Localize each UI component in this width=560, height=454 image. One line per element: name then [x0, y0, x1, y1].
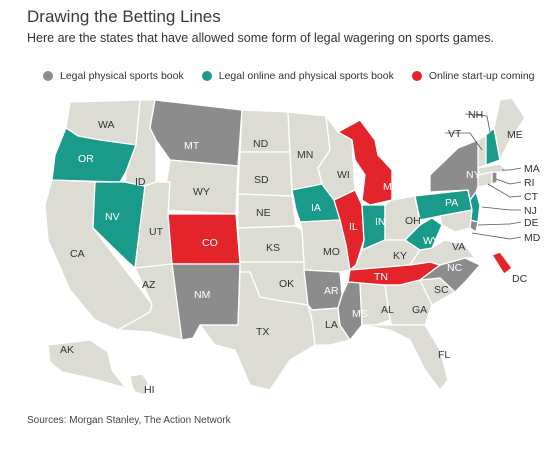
state-label-wa: WA: [98, 119, 115, 131]
state-label-al: AL: [381, 304, 394, 316]
state-label-wv: WV: [423, 235, 440, 247]
leader-line-nh: [464, 113, 491, 133]
state-label-tx: TX: [256, 326, 269, 338]
state-label-co: CO: [202, 237, 218, 249]
state-label-ia: IA: [311, 202, 321, 214]
state-label-oh: OH: [405, 215, 421, 227]
legend-item-online: Legal online and physical sports book: [201, 70, 394, 82]
state-tx: [199, 271, 316, 391]
state-label-nc: NC: [447, 262, 463, 274]
state-me: [493, 97, 526, 161]
state-label-md: MD: [524, 232, 541, 244]
leader-line-md: [471, 232, 522, 240]
state-label-ky: KY: [393, 250, 407, 262]
leader-line-ma: [502, 167, 522, 171]
state-label-de: DE: [524, 217, 539, 229]
state-label-dc: DC: [512, 273, 528, 285]
leader-line-nj: [481, 206, 521, 211]
state-shapes: [44, 97, 526, 396]
state-labels: WA OR CA NV ID MT WY UT CO AZ NM ND SD NE KS OK TX MN IA MO…: [60, 109, 541, 396]
label-leader-lines: [445, 113, 522, 240]
state-label-tn: TN: [374, 271, 388, 283]
state-label-ny: NY: [466, 169, 481, 181]
state-label-ct: CT: [524, 191, 539, 203]
state-label-ne: NE: [256, 207, 271, 219]
state-label-nj: NJ: [524, 205, 537, 217]
legend-swatch-online: [201, 71, 212, 81]
state-al: [359, 282, 391, 326]
legend: Legal physical sports book Legal online …: [43, 70, 535, 82]
legend-swatch-coming: [411, 71, 422, 81]
state-label-nh: NH: [468, 109, 483, 121]
state-label-ut: UT: [149, 226, 164, 238]
legend-swatch-physical: [43, 71, 53, 81]
state-label-mt: MT: [184, 140, 200, 152]
leader-line-ct: [487, 183, 522, 198]
sources-note: Sources: Morgan Stanley, The Action Netw…: [27, 415, 231, 426]
state-label-il: IL: [349, 221, 358, 233]
state-label-ak: AK: [60, 344, 74, 356]
state-vt: [477, 134, 487, 169]
state-label-mi: MI: [383, 181, 395, 193]
state-label-va: VA: [452, 241, 465, 253]
legend-item-physical: Legal physical sports book: [43, 70, 184, 82]
state-label-pa: PA: [445, 197, 458, 209]
chart-title: Drawing the Betting Lines: [27, 7, 221, 26]
state-label-mo: MO: [323, 246, 340, 258]
state-label-hi: HI: [144, 384, 155, 396]
state-label-ar: AR: [324, 285, 339, 297]
state-label-vt: VT: [448, 128, 462, 140]
state-label-ri: RI: [524, 177, 535, 189]
leader-line-ri: [495, 178, 522, 185]
state-label-me: ME: [507, 129, 523, 141]
state-dc: [491, 251, 513, 275]
state-label-wy: WY: [193, 186, 210, 198]
state-label-in: IN: [375, 216, 386, 228]
legend-label-coming: Online start-up coming: [428, 70, 535, 82]
state-label-id: ID: [135, 176, 146, 188]
state-label-la: LA: [325, 319, 338, 331]
state-label-or: OR: [78, 153, 94, 165]
legend-label-online: Legal online and physical sports book: [218, 70, 394, 82]
leader-line-vt: [445, 132, 483, 151]
state-ga: [384, 279, 433, 326]
state-mi: [337, 119, 393, 206]
state-label-mn: MN: [297, 149, 313, 161]
legend-label-physical: Legal physical sports book: [60, 70, 184, 82]
state-label-wi: WI: [337, 169, 350, 181]
state-label-sc: SC: [434, 284, 449, 296]
state-label-sd: SD: [254, 174, 269, 186]
state-label-ma: MA: [524, 163, 540, 175]
state-label-nv: NV: [105, 211, 120, 223]
state-label-nm: NM: [194, 289, 210, 301]
state-ma: [477, 163, 509, 176]
state-label-fl: FL: [438, 349, 450, 361]
leader-line-de: [477, 221, 522, 226]
state-label-ca: CA: [70, 248, 85, 260]
state-label-ga: GA: [412, 304, 427, 316]
chart-subtitle: Here are the states that have allowed so…: [27, 31, 494, 45]
state-label-ok: OK: [279, 278, 294, 290]
state-mt: [149, 99, 243, 167]
state-hi: [129, 373, 149, 396]
state-fl: [361, 324, 449, 391]
state-label-ks: KS: [266, 242, 280, 254]
state-ri: [491, 171, 498, 185]
legend-item-coming: Online start-up coming: [411, 70, 535, 82]
state-ak: [47, 339, 127, 389]
state-label-az: AZ: [142, 279, 156, 291]
state-label-nd: ND: [253, 138, 269, 150]
state-label-ms: MS: [352, 308, 368, 320]
state-md: [439, 209, 473, 233]
